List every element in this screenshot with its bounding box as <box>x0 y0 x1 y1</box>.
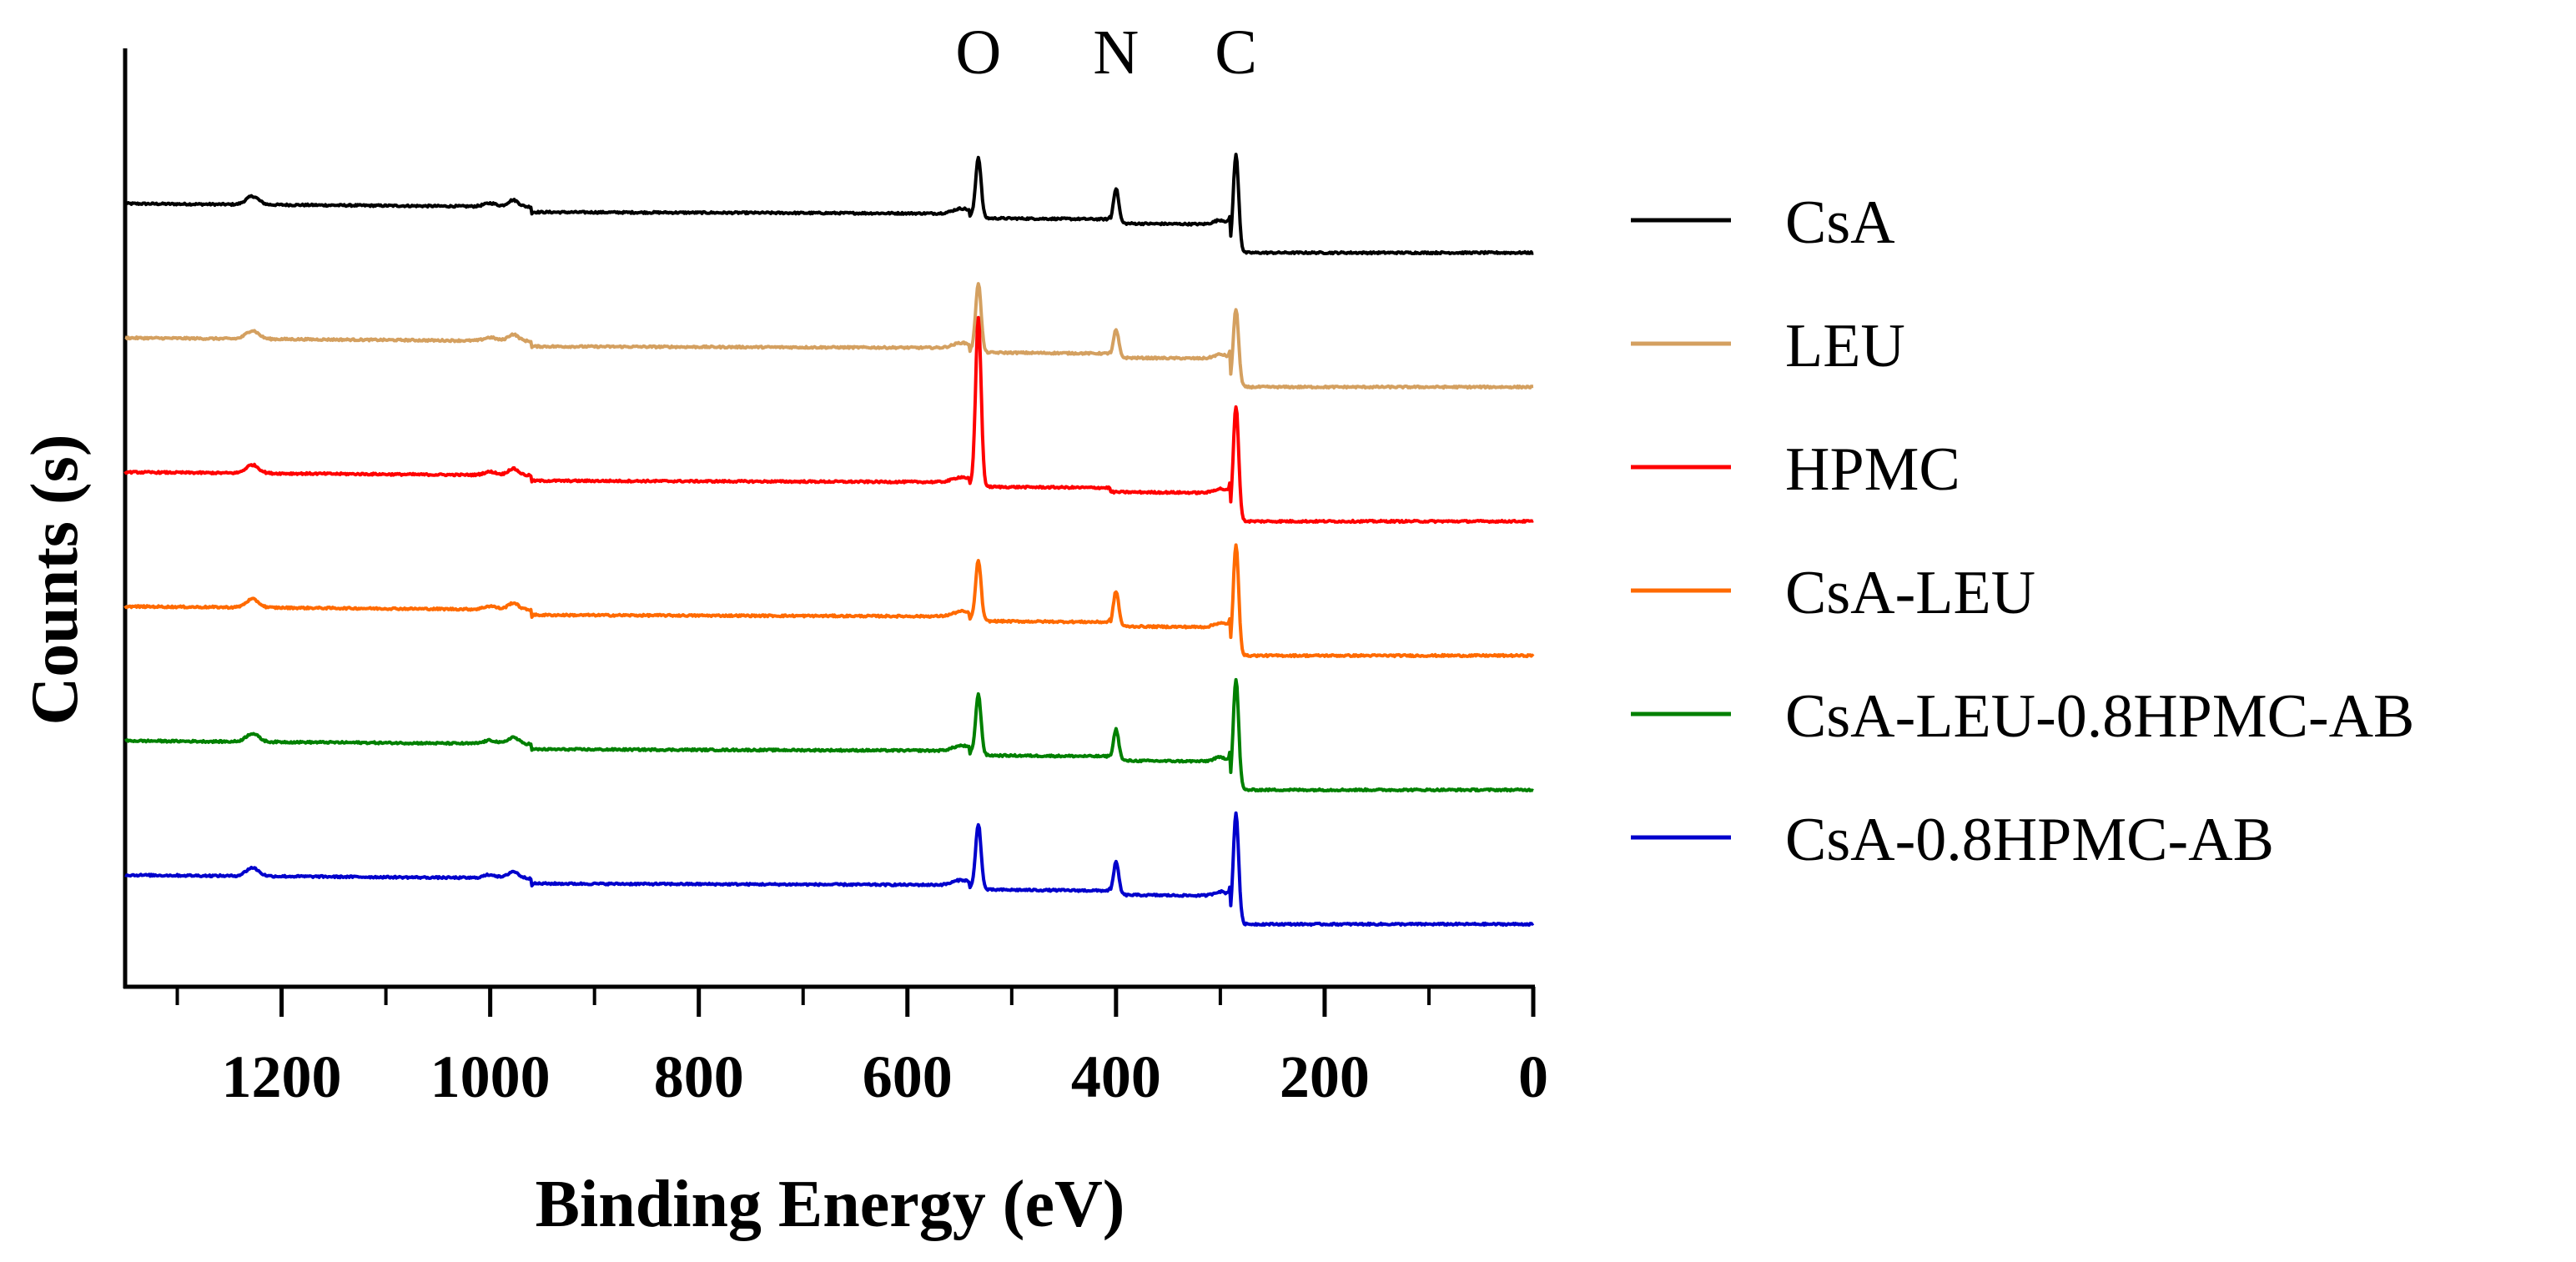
x-tick-label: 200 <box>1280 1043 1370 1110</box>
y-axis-title: Counts (s) <box>18 435 92 726</box>
x-tick-label: 0 <box>1518 1043 1548 1110</box>
x-tick-label: 1200 <box>222 1043 342 1110</box>
spectrum-HPMC <box>123 315 1534 525</box>
legend: CsA LEU HPMC CsA-LEU CsA-LEU-0.8HPMC-AB CsA-0… <box>1631 189 2414 874</box>
spectrum-CsA-LEU <box>123 543 1535 659</box>
peak-label-C: C <box>1215 18 1257 88</box>
legend-label-CsA: CsA <box>1785 189 1895 257</box>
legend-label-CsA-0.8HPMC-AB: CsA-0.8HPMC-AB <box>1785 806 2274 874</box>
spectrum-CsA <box>124 153 1534 256</box>
x-axis-title: Binding Energy (eV) <box>536 1168 1125 1241</box>
series-lines <box>123 153 1535 928</box>
spectrum-LEU <box>124 282 1534 390</box>
x-tick-label: 800 <box>654 1043 744 1110</box>
x-tick-label: 600 <box>863 1043 953 1110</box>
spectrum-CsA-0.8HPMC-AB <box>124 811 1535 928</box>
x-tick-label: 1000 <box>430 1043 551 1110</box>
peak-label-O: O <box>955 18 1001 88</box>
legend-label-CsA-LEU: CsA-LEU <box>1785 559 2035 627</box>
legend-label-CsA-LEU-0.8HPMC-AB: CsA-LEU-0.8HPMC-AB <box>1785 682 2414 751</box>
axes: 1200 1000 800 600 400 200 0 <box>123 48 1548 1110</box>
x-tick-label: 400 <box>1071 1043 1161 1110</box>
legend-label-HPMC: HPMC <box>1785 435 1960 504</box>
peak-label-N: N <box>1093 18 1139 88</box>
spectrum-CsA-LEU-0.8HPMC-AB <box>123 677 1534 793</box>
legend-label-LEU: LEU <box>1785 312 1905 380</box>
